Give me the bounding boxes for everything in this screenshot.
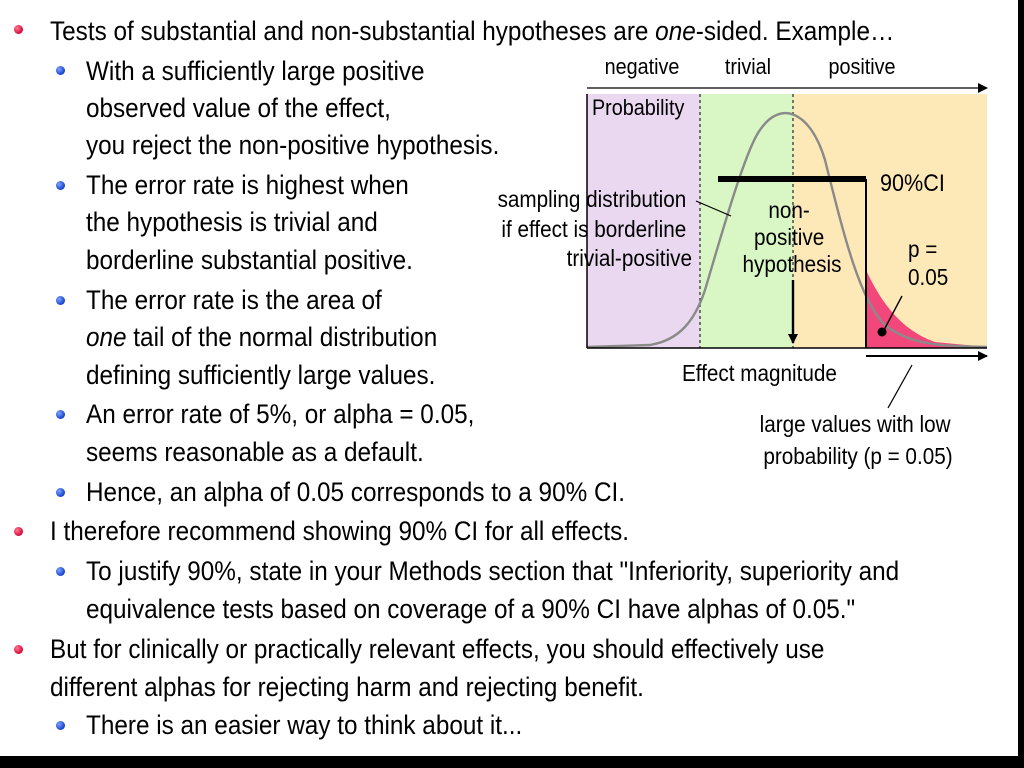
region-negative-bg — [587, 94, 700, 348]
text-line: Hence, an alpha of 0.05 corresponds to a… — [86, 477, 626, 507]
text-line: The error rate is highest when — [86, 170, 409, 200]
region-label-trivial: trivial — [725, 55, 771, 79]
hypothesis-label: non- positive hypothesis — [743, 197, 842, 277]
text-line: you reject the non-positive hypothesis. — [86, 130, 500, 160]
effect-diagram: negative trivial positive Probability 90… — [498, 55, 988, 469]
p-label-dot — [877, 327, 887, 337]
text-line: But for clinically or practically releva… — [50, 634, 825, 664]
text-line: I therefore recommend showing 90% CI for… — [50, 516, 629, 546]
text-line: The error rate is the area of — [86, 285, 382, 315]
text-line: To justify 90%, state in your Methods se… — [86, 556, 900, 586]
tail-label: large values with low probability (p = 0… — [760, 411, 957, 469]
text-line: Tests of substantial and non-substantial… — [50, 16, 895, 46]
sampling-distribution-label: sampling distribution if effect is borde… — [498, 186, 692, 271]
text-line: There is an easier way to think about it… — [86, 710, 523, 740]
ci-label: 90%CI — [880, 169, 945, 196]
bullet-level2 — [56, 410, 65, 419]
region-label-negative: negative — [605, 55, 680, 79]
region-label-positive: positive — [828, 55, 895, 79]
x-axis-label: Effect magnitude — [682, 360, 837, 386]
region-positive-bg — [793, 94, 987, 348]
region-trivial-bg — [700, 94, 793, 348]
bullet-level1 — [14, 645, 23, 654]
text-line: With a sufficiently large positive — [86, 56, 425, 86]
p-label-pointer — [883, 295, 903, 331]
slide: Tests of substantial and non-substantial… — [0, 0, 1018, 756]
text-line: the hypothesis is trivial and — [86, 207, 378, 237]
text-line: observed value of the effect, — [86, 93, 391, 123]
sampling-label-pointer — [695, 200, 732, 217]
bullet-level2 — [56, 488, 65, 497]
text-line: different alphas for rejecting harm and … — [50, 672, 644, 702]
p-value-label: p = 0.05 — [908, 236, 948, 290]
tail-label-pointer — [887, 364, 913, 409]
text-line: defining sufficiently large values. — [86, 360, 436, 390]
text-line: one tail of the normal distribution — [86, 322, 438, 352]
bullet-level2 — [56, 567, 65, 576]
bullet-level1 — [14, 527, 23, 536]
text-line: equivalence tests based on coverage of a… — [86, 594, 856, 624]
tail-area — [866, 270, 987, 348]
bullet-level2 — [56, 721, 65, 730]
bullet-level1 — [14, 25, 23, 34]
y-axis-label: Probability — [592, 96, 685, 120]
text-line: borderline substantial positive. — [86, 245, 413, 275]
text-line: An error rate of 5%, or alpha = 0.05, — [86, 399, 475, 429]
bullet-level2 — [56, 296, 65, 305]
bullet-level2 — [56, 66, 65, 75]
bullet-level2 — [56, 181, 65, 190]
text-line: seems reasonable as a default. — [86, 437, 424, 467]
